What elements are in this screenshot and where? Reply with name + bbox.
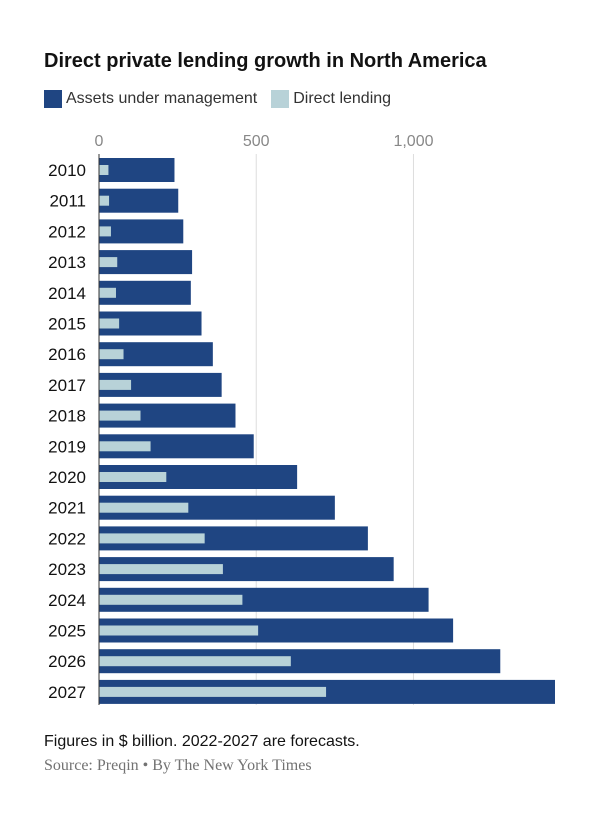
bar-direct-lending-2021 xyxy=(99,502,189,513)
bar-direct-lending-2020 xyxy=(99,472,167,482)
category-label-2025: 2025 xyxy=(48,622,86,641)
bar-direct-lending-2010 xyxy=(99,165,109,175)
x-tick-label-0: 0 xyxy=(95,133,104,150)
bar-direct-lending-2019 xyxy=(99,441,151,452)
category-label-2024: 2024 xyxy=(48,591,86,610)
category-label-2027: 2027 xyxy=(48,683,86,702)
bar-direct-lending-2014 xyxy=(99,287,116,298)
chart-title: Direct private lending growth in North A… xyxy=(44,50,487,72)
legend-swatch-aum xyxy=(44,90,62,108)
category-label-2018: 2018 xyxy=(48,407,86,426)
category-label-2022: 2022 xyxy=(48,529,86,548)
bar-direct-lending-2023 xyxy=(99,564,223,575)
category-label-2020: 2020 xyxy=(48,468,86,487)
bar-direct-lending-2026 xyxy=(99,656,291,667)
bar-aum-2012 xyxy=(99,219,184,244)
category-label-2012: 2012 xyxy=(48,222,86,241)
chart-source: Source: Preqin • By The New York Times xyxy=(44,757,312,774)
legend-label-direct-lending: Direct lending xyxy=(293,90,392,107)
legend-swatch-direct-lending xyxy=(271,90,290,108)
x-tick-label-1000: 1,000 xyxy=(393,133,433,150)
category-labels: 2010 2011 2012 2013 2014 2015 2016 2017 2018 2019… xyxy=(48,161,86,702)
category-label-2023: 2023 xyxy=(48,560,86,579)
category-label-2016: 2016 xyxy=(48,345,86,364)
bar-direct-lending-2022 xyxy=(99,533,205,544)
chart-note: Figures in $ billion. 2022-2027 are fore… xyxy=(44,733,360,750)
bar-direct-lending-2025 xyxy=(99,625,259,636)
gridlines xyxy=(255,154,414,705)
bars xyxy=(99,158,555,704)
bar-direct-lending-2027 xyxy=(99,686,327,697)
legend-item-aum: Assets under management xyxy=(44,90,257,108)
bar-direct-lending-2017 xyxy=(99,379,132,390)
category-label-2026: 2026 xyxy=(48,652,86,671)
bar-direct-lending-2016 xyxy=(99,349,124,360)
bar-aum-2010 xyxy=(99,158,175,182)
category-label-2013: 2013 xyxy=(48,253,86,272)
category-label-2010: 2010 xyxy=(48,161,86,180)
bar-direct-lending-2012 xyxy=(99,226,111,237)
legend-label-aum: Assets under management xyxy=(66,90,258,107)
bar-direct-lending-2011 xyxy=(99,195,110,206)
category-label-2021: 2021 xyxy=(48,499,86,518)
x-tick-labels: 0 500 1,000 xyxy=(95,133,434,150)
x-tick-label-500: 500 xyxy=(243,133,270,150)
bar-direct-lending-2024 xyxy=(99,594,243,605)
category-label-2019: 2019 xyxy=(48,437,86,456)
bar-aum-2011 xyxy=(99,188,179,213)
bar-direct-lending-2018 xyxy=(99,410,141,421)
bar-direct-lending-2015 xyxy=(99,318,120,329)
category-label-2011: 2011 xyxy=(49,192,86,211)
category-label-2015: 2015 xyxy=(48,315,86,334)
legend-item-direct-lending: Direct lending xyxy=(271,90,391,108)
category-label-2014: 2014 xyxy=(48,284,86,303)
category-label-2017: 2017 xyxy=(48,376,86,395)
bar-direct-lending-2013 xyxy=(99,257,118,268)
legend: Assets under management Direct lending xyxy=(44,90,405,108)
